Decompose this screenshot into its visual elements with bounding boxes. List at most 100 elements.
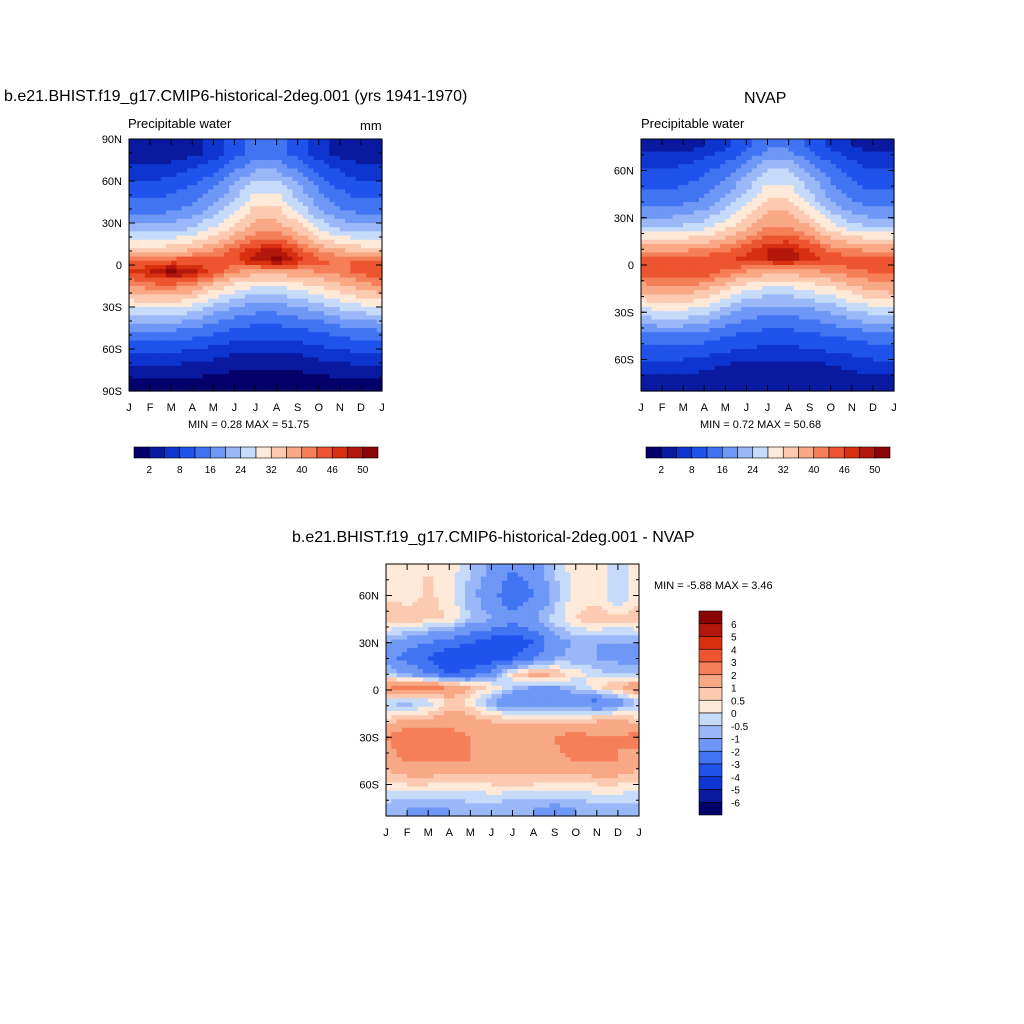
obs-field-cell [809,206,816,211]
obs-field-cell [778,176,784,182]
model-field-cell [171,139,178,144]
model-field-cell [366,189,373,195]
obs-field-cell [862,147,869,153]
model-x-tick-label: A [189,402,197,414]
model-field-cell [345,185,351,190]
model-field-cell [371,164,378,169]
obs-field-cell [778,307,784,312]
obs-field-cell [878,147,885,153]
obs-field-cell [651,302,658,308]
model-field-cell [266,168,272,174]
model-field-cell [276,252,283,258]
obs-field-cell [762,181,769,186]
obs-field-cell [672,273,679,279]
model-field-cell [260,155,267,161]
model-field-cell [313,223,320,228]
model-field-cell [360,281,367,287]
model-field-cell [134,315,141,321]
obs-field-cell [793,227,800,232]
obs-field-cell [788,269,795,274]
obs-field-cell [704,189,711,195]
model-field-cell [313,353,320,358]
obs-field-cell [830,235,837,241]
obs-field-cell [857,181,863,186]
model-field-cell [250,176,257,182]
model-field-cell [186,231,193,237]
obs-field-cell [867,294,874,300]
model-field-cell [144,164,151,169]
model-field-cell [276,370,283,375]
model-field-cell [165,302,172,308]
model-field-cell [186,294,193,300]
model-field-cell [208,323,214,329]
model-field-cell [176,269,183,274]
model-field-cell [186,315,193,321]
model-field-cell [202,155,209,161]
obs-field-cell [672,227,679,232]
model-field-cell [134,244,141,249]
model-field-cell [339,218,346,224]
obs-field-cell [820,206,827,211]
obs-field-cell [677,172,684,178]
model-field-cell [271,374,278,379]
obs-field-cell [793,172,800,178]
model-field-cell [366,319,373,325]
model-field-cell [276,248,283,253]
obs-field-cell [857,168,863,174]
obs-field-cell [735,143,742,148]
obs-field-cell [662,311,668,316]
model-field-cell [292,185,299,190]
model-field-cell [324,319,330,325]
model-field-cell [339,189,346,195]
model-field-cell [171,277,178,283]
obs-field-cell [693,294,700,300]
model-field-cell [192,269,199,274]
model-field-cell [329,315,336,321]
obs-field-cell [793,181,800,186]
obs-field-cell [867,223,874,228]
model-field-cell [197,227,204,232]
obs-field-cell [846,227,853,232]
model-field-cell [134,336,141,342]
model-field-cell [202,139,209,144]
obs-field-cell [778,311,784,316]
obs-field-cell [825,160,832,165]
model-field-cell [371,231,378,237]
model-field-cell [345,294,351,300]
obs-field-cell [820,210,827,216]
model-field-cell [360,290,367,295]
obs-field-cell [762,164,769,169]
diff-panel-title: b.e21.BHIST.f19_g17.CMIP6-historical-2de… [292,529,695,546]
model-field-cell [255,227,262,232]
obs-field-cell [725,185,732,190]
model-field-cell [134,151,141,157]
obs-field-cell [746,202,753,207]
model-field-cell [329,365,336,371]
obs-field-cell [751,227,758,232]
model-field-cell [324,265,330,270]
model-field-cell [318,164,325,169]
model-field-cell [360,202,367,207]
model-field-cell [244,248,251,253]
model-field-cell [376,181,383,186]
model-field-cell [250,235,257,241]
model-y-tick-label: 60S [102,344,122,356]
model-field-cell [276,302,283,308]
obs-field-cell [641,223,647,228]
model-field-cell [134,252,141,258]
model-field-cell [134,294,141,300]
model-field-cell [376,281,383,287]
obs-field-cell [720,298,726,304]
model-field-cell [202,143,209,148]
obs-field-cell [725,155,732,161]
obs-field-cell [667,294,674,300]
model-field-cell [287,378,293,384]
obs-field-cell [799,155,805,161]
model-field-cell [350,214,357,220]
model-field-cell [171,147,178,153]
obs-field-cell [846,189,853,195]
model-field-cell [197,290,204,295]
model-field-cell [129,294,135,300]
model-field-cell [324,286,330,291]
model-field-cell [202,218,209,224]
